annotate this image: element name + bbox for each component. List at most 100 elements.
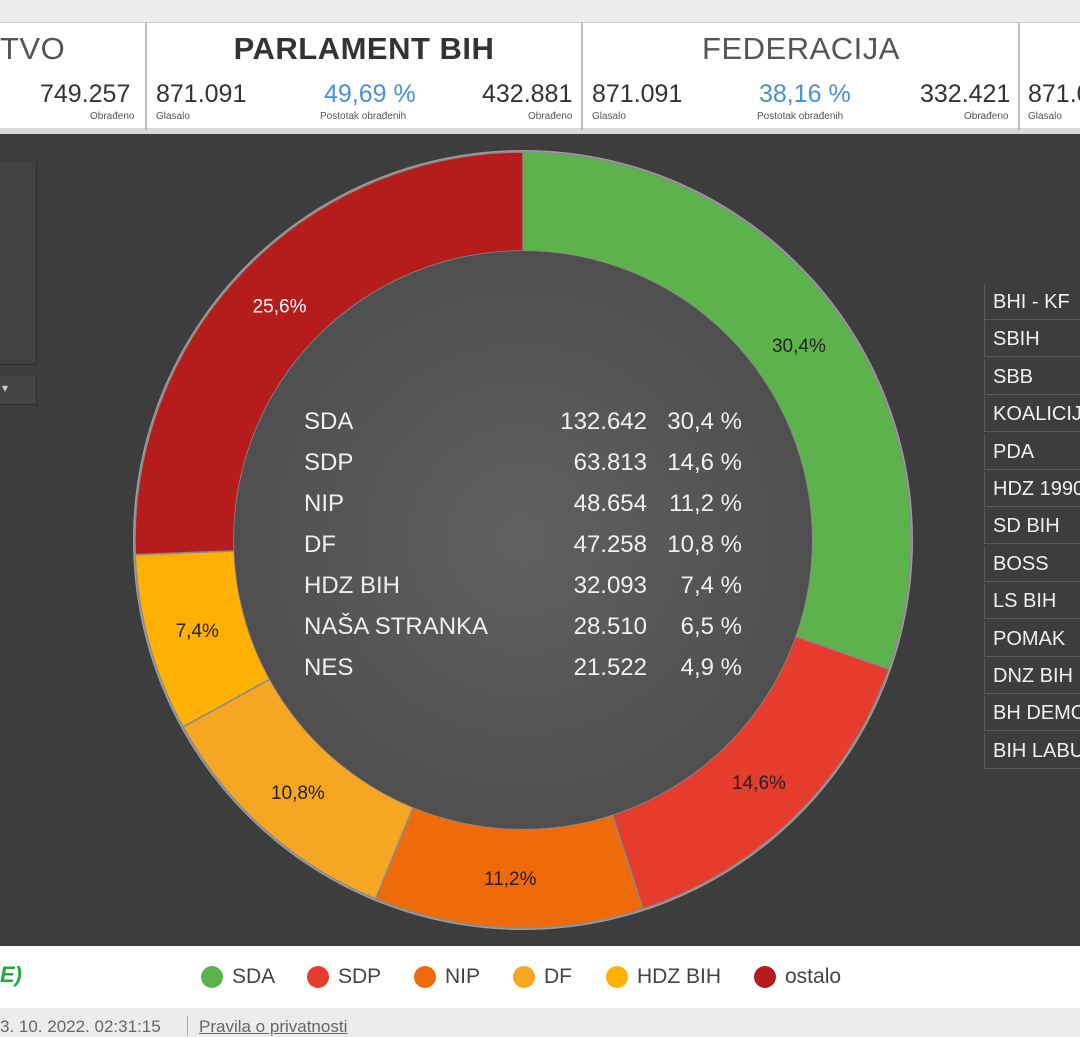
party-percent: 4,9 % [680, 654, 742, 681]
chevron-down-icon: ▾ [2, 381, 9, 395]
tab-left-partial[interactable]: TVO [0, 31, 66, 66]
result-row: NAŠA STRANKA 28.510 6,5 % [290, 607, 760, 647]
slice-label: 30,4% [772, 336, 826, 357]
legend-item-hdz-bih[interactable]: HDZ BIH [606, 963, 721, 991]
party-name: NIP [304, 490, 345, 517]
party-percent: 6,5 % [680, 613, 742, 640]
slice-label: 11,2% [484, 869, 537, 890]
left-processed-value: 749.257 [40, 80, 131, 108]
legend-item-sda[interactable]: SDA [201, 963, 275, 991]
party-percent: 7,4 % [680, 572, 742, 599]
party-list-item[interactable]: POMAK [984, 620, 1080, 657]
party-votes: 32.093 [573, 572, 647, 599]
parlament-voted-value: 871.091 [156, 80, 247, 108]
legend-label: SDP [338, 965, 382, 988]
parlament-percent-label: Postotak obrađenih [320, 111, 407, 122]
party-name: SDP [304, 449, 354, 476]
legend-label: NIP [445, 965, 481, 988]
timestamp: 3. 10. 2022. 02:31:15 [0, 1017, 161, 1036]
party-list-item[interactable]: BIH LABU [984, 732, 1080, 769]
donut-center [234, 251, 812, 829]
legend-item-df[interactable]: DF [513, 963, 572, 991]
tab-parlament-bih[interactable]: PARLAMENT BIH [233, 31, 495, 66]
legend-label: SDA [232, 965, 276, 988]
slice-label: 14,6% [732, 773, 786, 794]
federacija-processed-label: Obrađeno [964, 111, 1009, 122]
legend-item-nip[interactable]: NIP [414, 963, 480, 991]
party-name: HDZ BIH [304, 572, 400, 599]
party-list-item[interactable]: BOSS [984, 545, 1080, 582]
party-votes: 132.642 [560, 408, 647, 435]
slice-label: 25,6% [253, 297, 307, 318]
party-list-item[interactable]: DNZ BIH [984, 658, 1080, 694]
party-votes: 28.510 [573, 613, 647, 640]
footer-divider [187, 1016, 188, 1036]
federacija-voted-value: 871.091 [592, 80, 683, 108]
result-row: NES 21.522 4,9 % [290, 648, 760, 688]
legend-item-ostalo[interactable]: ostalo [754, 963, 841, 991]
party-percent: 10,8 % [667, 531, 742, 558]
party-list-item[interactable]: KOALICIJ [984, 396, 1080, 433]
party-votes: 21.522 [573, 654, 647, 681]
legend-swatch [307, 966, 329, 988]
party-name: NAŠA STRANKA [304, 613, 489, 640]
result-row: DF 47.258 10,8 % [290, 525, 760, 565]
legend-label: DF [544, 965, 572, 988]
stats-divider [0, 128, 1080, 134]
column-divider [1018, 22, 1020, 130]
party-list-item[interactable]: SD BIH [984, 508, 1080, 545]
right-voted-label: Glasalo [1028, 111, 1062, 122]
party-name: NES [304, 654, 354, 681]
column-divider [145, 22, 147, 130]
federacija-processed-value: 332.421 [920, 80, 1011, 108]
privacy-link[interactable]: Pravila o privatnosti [199, 1017, 348, 1036]
party-list-item[interactable]: SBIH [984, 321, 1080, 358]
legend-item-sdp[interactable]: SDP [307, 963, 381, 991]
footer: 3. 10. 2022. 02:31:15 Pravila o privatno… [0, 1008, 1080, 1036]
party-list-item[interactable]: BH DEMO [984, 695, 1080, 732]
column-divider [581, 22, 583, 130]
legend-swatch [754, 966, 776, 988]
parlament-processed-label: Obrađeno [528, 111, 573, 122]
party-list-item[interactable]: SBB [984, 358, 1080, 395]
parlament-percent-value: 49,69 % [324, 80, 416, 108]
federacija-voted-label: Glasalo [592, 111, 626, 122]
chart-legend: E) SDA SDP NIP DF HDZ BIH ostalo [0, 946, 1080, 1009]
party-percent: 14,6 % [667, 449, 742, 476]
legend-swatch [513, 966, 535, 988]
party-list-item[interactable]: PDA [984, 433, 1080, 470]
left-side-panel [0, 162, 37, 365]
party-name: DF [304, 531, 336, 558]
party-list: BHI - KF SBIH SBB KOALICIJ PDA HDZ 1990 SD BIH… [984, 284, 1080, 770]
party-list-item[interactable]: HDZ 1990 [984, 471, 1080, 507]
left-processed-label: Obrađeno [90, 111, 135, 122]
party-list-item[interactable]: BHI - KF [984, 284, 1080, 320]
party-percent: 11,2 % [669, 490, 742, 517]
logo-fragment: E) [0, 962, 22, 987]
legend-swatch [414, 966, 436, 988]
slice-ostalo[interactable] [134, 151, 524, 556]
result-row: HDZ BIH 32.093 7,4 % [290, 566, 760, 606]
slice-label: 7,4% [176, 621, 219, 642]
stats-row: 749.257 Obrađeno 871.091 Glasalo 49,69 %… [0, 74, 1080, 130]
parlament-voted-label: Glasalo [156, 111, 190, 122]
legend-swatch [606, 966, 628, 988]
party-list-item[interactable]: LS BIH [984, 583, 1080, 620]
party-votes: 47.258 [573, 531, 647, 558]
federacija-percent-label: Postotak obrađenih [757, 111, 844, 122]
party-votes: 48.654 [573, 490, 647, 517]
party-percent: 30,4 % [667, 408, 742, 435]
tab-federacija[interactable]: FEDERACIJA [702, 31, 900, 66]
top-strip [0, 0, 1080, 22]
parlament-processed-value: 432.881 [482, 80, 573, 108]
result-row: SDP 63.813 14,6 % [290, 443, 760, 483]
right-voted-value: 871.0 [1028, 80, 1080, 108]
legend-swatch [201, 966, 223, 988]
left-dropdown[interactable]: ▾ [0, 376, 37, 405]
legend-label: ostalo [785, 965, 842, 988]
party-name: SDA [304, 408, 354, 435]
slice-label: 10,8% [271, 783, 325, 804]
legend-label: HDZ BIH [637, 965, 721, 988]
party-votes: 63.813 [573, 449, 647, 476]
